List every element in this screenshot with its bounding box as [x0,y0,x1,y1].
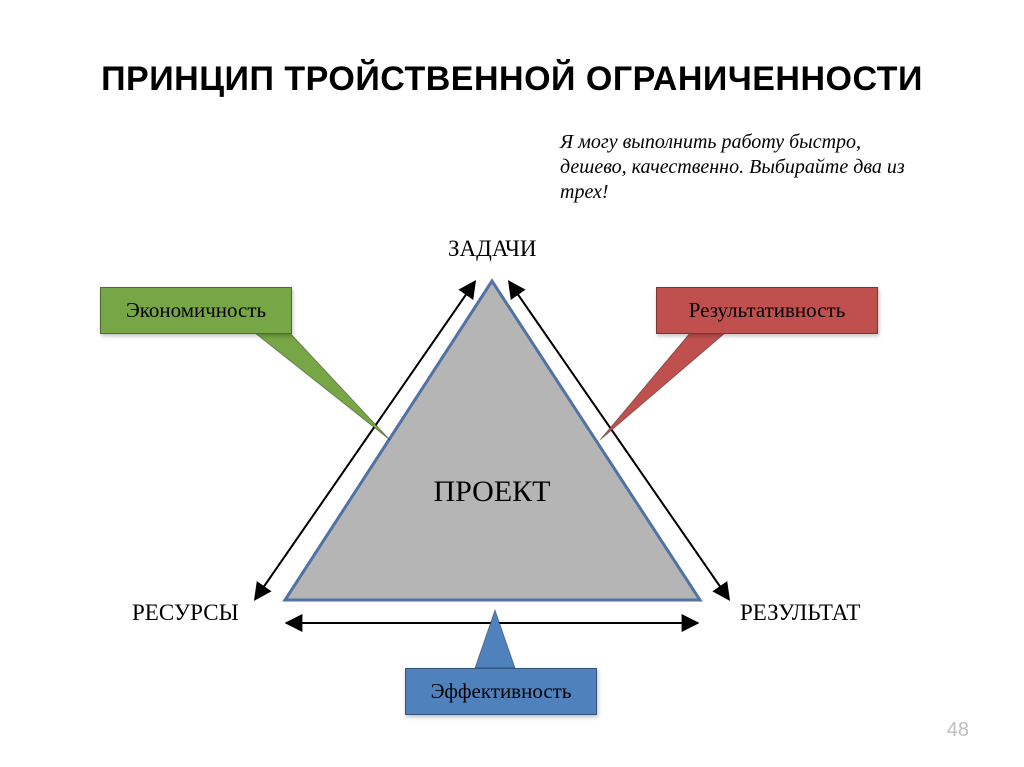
page-number: 48 [947,719,969,742]
triangle-center-label: ПРОЕКТ [392,475,592,509]
callout-efficiency: Эффективность [405,668,597,715]
callout-economy-label: Экономичность [126,298,266,322]
slide: ПРИНЦИП ТРОЙСТВЕННОЙ ОГРАНИЧЕННОСТИ Я мо… [0,0,1024,767]
callout-economy-tail [255,333,390,440]
triangle-shape [285,281,700,600]
triangle-diagram [0,0,1024,767]
vertex-top-label: ЗАДАЧИ [448,236,537,262]
vertex-left-label: РЕСУРСЫ [132,600,239,626]
vertex-right-label: РЕЗУЛЬТАТ [740,600,860,626]
callout-economy: Экономичность [100,287,292,334]
callout-result: Результативность [656,287,878,334]
callout-efficiency-label: Эффективность [431,679,572,703]
callout-result-tail [600,333,725,440]
callout-efficiency-tail [475,610,515,668]
callout-result-label: Результативность [689,298,846,322]
